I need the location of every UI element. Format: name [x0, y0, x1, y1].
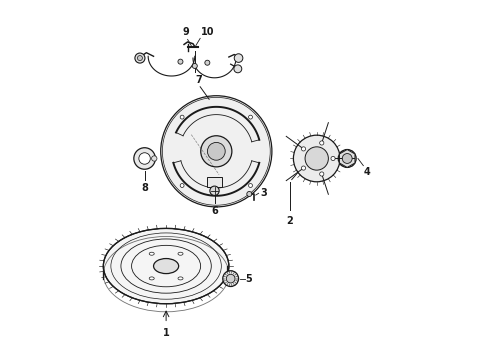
Text: 10: 10 [201, 27, 215, 37]
Circle shape [137, 55, 143, 60]
Ellipse shape [149, 277, 154, 280]
Ellipse shape [153, 258, 179, 274]
Circle shape [301, 166, 306, 170]
Circle shape [234, 54, 243, 62]
Polygon shape [340, 149, 355, 167]
Text: 3: 3 [260, 188, 267, 198]
Circle shape [319, 141, 324, 145]
Circle shape [338, 149, 356, 167]
Circle shape [210, 186, 219, 195]
Circle shape [178, 59, 183, 64]
Circle shape [234, 65, 242, 73]
Text: 1: 1 [163, 328, 170, 338]
Ellipse shape [201, 136, 232, 167]
Circle shape [180, 115, 184, 119]
Circle shape [139, 153, 150, 164]
Ellipse shape [161, 96, 272, 207]
Circle shape [223, 271, 239, 287]
Circle shape [331, 156, 335, 161]
Ellipse shape [151, 156, 157, 161]
Ellipse shape [149, 252, 154, 255]
Text: 6: 6 [211, 206, 218, 216]
Circle shape [247, 192, 252, 197]
Circle shape [248, 184, 252, 188]
FancyBboxPatch shape [207, 176, 222, 187]
Circle shape [134, 148, 155, 169]
Ellipse shape [207, 143, 225, 160]
Circle shape [343, 154, 352, 163]
Circle shape [226, 274, 235, 283]
Text: 4: 4 [364, 167, 371, 177]
Text: 7: 7 [196, 75, 202, 85]
Circle shape [205, 60, 210, 65]
Circle shape [294, 135, 340, 182]
Ellipse shape [103, 228, 229, 304]
Text: 9: 9 [182, 27, 189, 37]
Text: 8: 8 [141, 183, 148, 193]
Ellipse shape [178, 277, 183, 280]
Circle shape [180, 184, 184, 188]
Circle shape [135, 53, 145, 63]
Circle shape [305, 147, 328, 170]
Text: 2: 2 [287, 216, 293, 226]
Circle shape [248, 115, 252, 119]
Circle shape [319, 172, 324, 176]
Text: 5: 5 [245, 274, 252, 284]
Circle shape [192, 63, 197, 68]
Circle shape [301, 147, 306, 151]
Ellipse shape [178, 252, 183, 255]
